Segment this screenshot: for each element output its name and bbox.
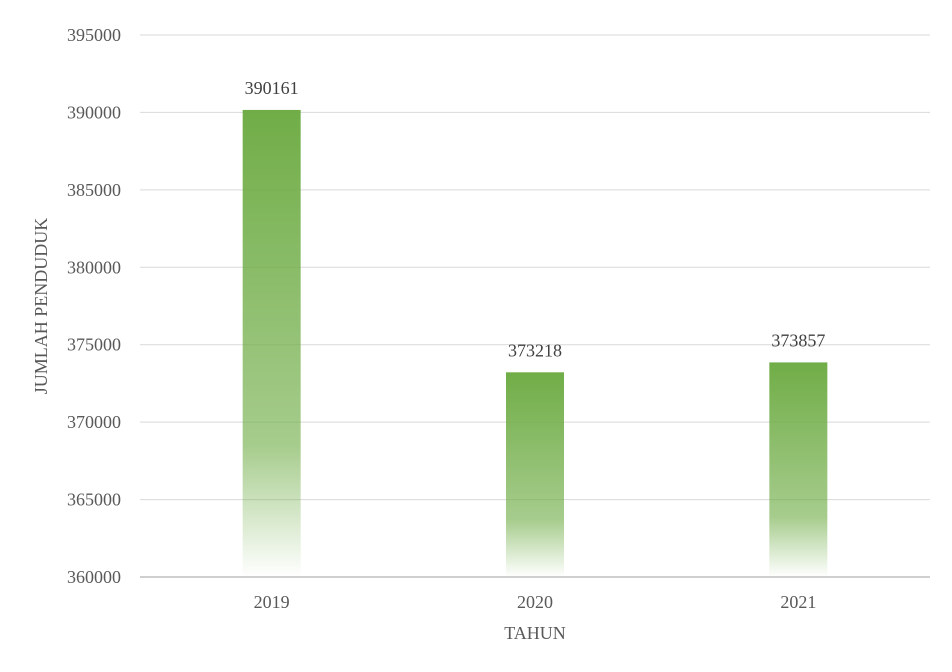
y-tick-label: 390000: [67, 102, 121, 122]
data-labels: 390161 373218 373857: [245, 78, 826, 360]
y-tick-label: 380000: [67, 257, 121, 277]
data-label-2019: 390161: [245, 78, 299, 98]
x-tick-label-2019: 2019: [254, 592, 290, 612]
y-tick-label: 365000: [67, 490, 121, 510]
x-tick-label-2020: 2020: [517, 592, 553, 612]
data-label-2020: 373218: [508, 340, 562, 360]
bar-2019: [242, 109, 301, 578]
y-axis-title: JUMLAH PENDUDUK: [31, 218, 51, 395]
x-axis-tick-labels: 2019 2020 2021: [254, 592, 817, 612]
bar-2020: [506, 372, 564, 577]
x-axis-title: TAHUN: [504, 623, 566, 643]
x-tick-label-2021: 2021: [780, 592, 816, 612]
y-axis-tick-labels: 360000 365000 370000 375000 380000 385000 3900…: [67, 25, 121, 587]
y-tick-label: 360000: [67, 567, 121, 587]
data-label-2021: 373857: [771, 330, 825, 350]
bar-2021: [769, 362, 828, 577]
y-tick-label: 370000: [67, 412, 121, 432]
bars: [242, 109, 828, 578]
y-tick-label: 395000: [67, 25, 121, 45]
y-tick-label: 385000: [67, 180, 121, 200]
y-tick-label: 375000: [67, 335, 121, 355]
